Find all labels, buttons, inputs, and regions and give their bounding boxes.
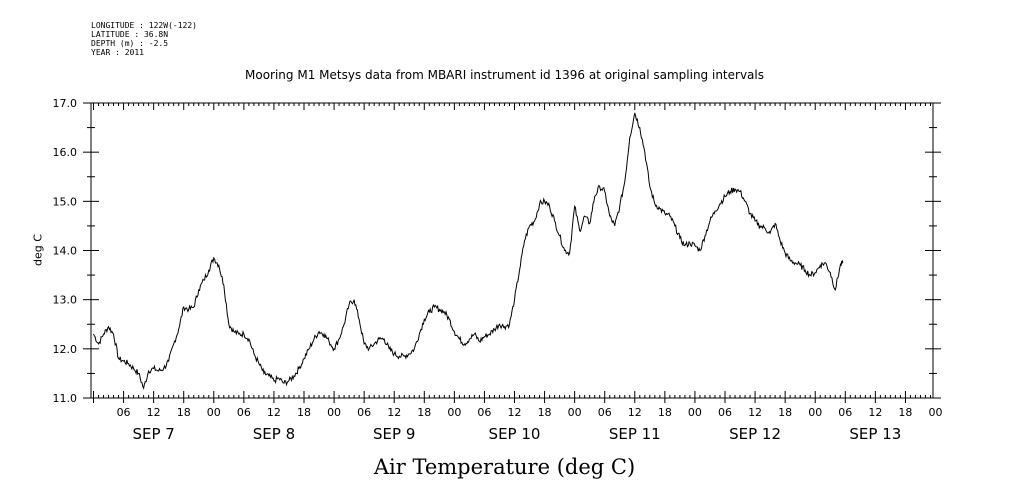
- x-day-label: SEP 9: [373, 425, 415, 443]
- x-hour-tick-label: 12: [628, 406, 642, 419]
- x-hour-tick-label: 06: [598, 406, 612, 419]
- x-hour-tick-label: 18: [177, 406, 191, 419]
- series-layer: [93, 112, 844, 390]
- y-tick-label: 17.0: [53, 97, 78, 110]
- x-hour-tick-label: 18: [658, 406, 672, 419]
- chart-title: Mooring M1 Metsys data from MBARI instru…: [245, 68, 764, 82]
- x-hour-tick-label: 06: [357, 406, 371, 419]
- year-text: YEAR : 2011: [91, 48, 144, 57]
- x-hour-tick-label: 00: [929, 406, 943, 419]
- x-hour-tick-label: 06: [718, 406, 732, 419]
- x-hour-tick-label: 18: [538, 406, 552, 419]
- x-day-label: SEP 8: [253, 425, 295, 443]
- x-day-label: SEP 13: [849, 425, 901, 443]
- x-day-label: SEP 11: [609, 425, 661, 443]
- x-axis-label: Air Temperature (deg C): [373, 455, 636, 479]
- x-hour-tick-label: 12: [147, 406, 161, 419]
- longitude-text: LONGITUDE : 122W(-122): [91, 21, 197, 30]
- depth-text: DEPTH (m) : -2.5: [91, 39, 169, 48]
- x-hour-tick-label: 12: [267, 406, 281, 419]
- x-day-label: SEP 10: [489, 425, 541, 443]
- y-tick-label: 11.0: [53, 392, 78, 405]
- x-hour-tick-label: 06: [117, 406, 131, 419]
- x-hour-tick-label: 06: [838, 406, 852, 419]
- x-hour-tick-label: 00: [327, 406, 341, 419]
- x-hour-tick-label: 18: [417, 406, 431, 419]
- latitude-text: LATITUDE : 36.8N: [91, 30, 169, 39]
- y-tick-label: 16.0: [53, 146, 78, 159]
- x-hour-tick-label: 12: [748, 406, 762, 419]
- x-hour-tick-label: 12: [508, 406, 522, 419]
- x-hour-tick-label: 06: [477, 406, 491, 419]
- y-tick-label: 13.0: [53, 294, 78, 307]
- axes: 11.0 12.0 13.0 14.0 15.0 16.0 17.0 06 12 18 00 06 12…: [53, 97, 943, 443]
- y-tick-label: 15.0: [53, 195, 78, 208]
- x-hour-tick-label: 00: [808, 406, 822, 419]
- x-hour-tick-label: 06: [237, 406, 251, 419]
- x-hour-tick-label: 18: [778, 406, 792, 419]
- x-hour-tick-label: 12: [387, 406, 401, 419]
- y-tick-label: 14.0: [53, 245, 78, 258]
- x-hour-tick-label: 00: [568, 406, 582, 419]
- series-line: [93, 112, 844, 390]
- x-hour-tick-label: 00: [688, 406, 702, 419]
- x-hour-tick-label: 18: [297, 406, 311, 419]
- x-hour-tick-label: 00: [207, 406, 221, 419]
- x-hour-tick-label: 18: [898, 406, 912, 419]
- plot-frame: [90, 102, 934, 399]
- x-hour-tick-label: 12: [868, 406, 882, 419]
- x-day-label: SEP 12: [729, 425, 781, 443]
- x-hour-tick-label: 00: [447, 406, 461, 419]
- x-day-label: SEP 7: [132, 425, 174, 443]
- metadata-block: LONGITUDE : 122W(-122) LATITUDE : 36.8N …: [91, 21, 197, 57]
- y-tick-label: 12.0: [53, 343, 78, 356]
